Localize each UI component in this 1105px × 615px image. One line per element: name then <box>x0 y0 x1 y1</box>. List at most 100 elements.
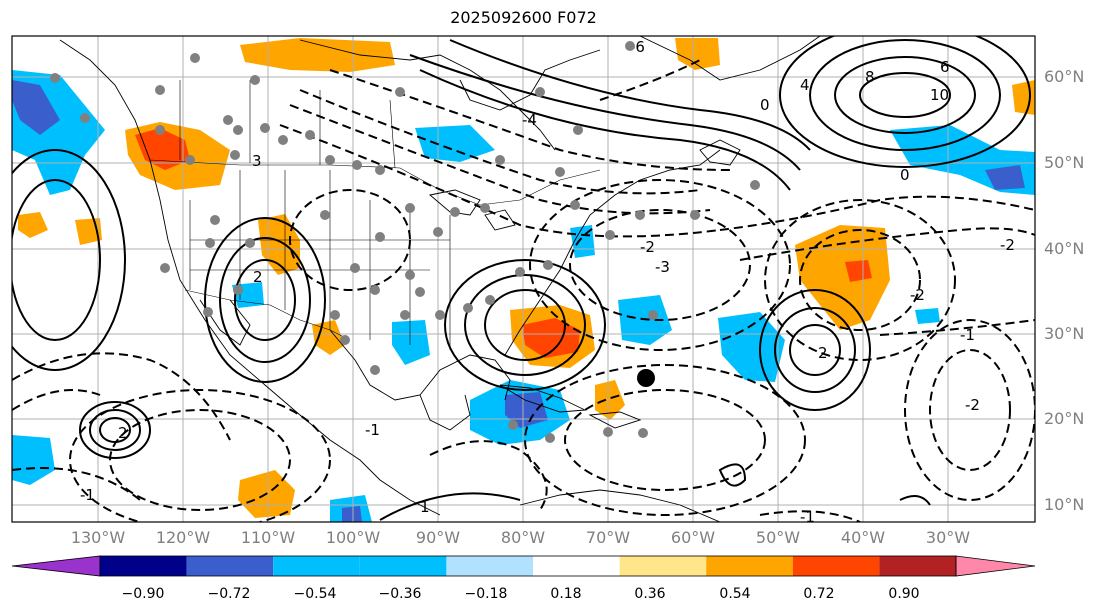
lon-label-90w: 90°W <box>415 528 461 547</box>
colorbar-bin <box>273 556 360 576</box>
borders <box>149 80 601 350</box>
observation-points <box>50 41 760 443</box>
coastline-hudson-region <box>459 49 601 111</box>
coastline-canada-north <box>299 39 556 151</box>
lat-label-20n: 20°N <box>1044 409 1085 428</box>
lon-label-130w: 130°W <box>70 528 126 547</box>
lon-label-80w: 80°W <box>500 528 546 547</box>
contour-label: -1 <box>960 326 975 344</box>
colorbar-bin <box>359 556 447 576</box>
lat-label-10n: 10°N <box>1044 495 1085 514</box>
colorbar-max-arrow <box>955 555 1036 577</box>
contour-label: -2 <box>965 396 980 414</box>
border-canada-provinces <box>179 80 396 169</box>
contour-label: 6 <box>940 58 950 76</box>
contour-label: -2 <box>1000 236 1015 254</box>
coastline-gulf-of-california <box>199 299 251 346</box>
contour-label: 2 <box>818 344 828 362</box>
anomaly-negative-region <box>342 506 362 522</box>
storm-marker <box>637 369 655 387</box>
anomaly-positive-region <box>595 380 625 420</box>
lon-label-70w: 70°W <box>585 528 631 547</box>
positive-contours <box>12 36 1031 521</box>
lat-label-30n: 30°N <box>1044 324 1085 343</box>
colorbar-tick-label: 0.54 <box>719 586 751 602</box>
colorbar-bin <box>100 556 187 576</box>
colorbar-bin <box>792 556 880 576</box>
contour-label: 2 <box>253 268 263 286</box>
anomaly-negative-region <box>915 308 940 324</box>
coastline-gulf-of-mexico <box>329 329 511 401</box>
map-frame <box>11 35 1036 523</box>
colorbar-tick-label: 0.18 <box>550 586 582 602</box>
colorbar-tick-label: 0.90 <box>888 586 920 602</box>
colorbar-tick-label: −0.36 <box>378 586 422 602</box>
anomaly-positive-region <box>845 260 872 282</box>
anomaly-negative-region <box>415 125 495 162</box>
coastline-yucatan <box>419 394 471 431</box>
coastline-cuba <box>499 384 587 413</box>
colorbar-bin <box>186 556 274 576</box>
anomaly-negative-region <box>985 165 1025 190</box>
coastline-greenland <box>639 36 821 81</box>
anomaly-negative-region <box>12 80 60 135</box>
contour-label: 1 <box>420 498 430 516</box>
contour-label: 0 <box>900 166 910 184</box>
anomaly-positive-region <box>1012 80 1035 115</box>
contour-label: -2 <box>910 286 925 304</box>
lat-label-50n: 50°N <box>1044 153 1085 172</box>
colorbar-bin <box>619 556 707 576</box>
contour-label: -2 <box>640 238 655 256</box>
lon-label-60w: 60°W <box>670 528 716 547</box>
contour-label: 8 <box>865 68 875 86</box>
contour-label: 10 <box>930 86 949 104</box>
coastline-newfoundland <box>699 139 741 166</box>
anomaly-positive-region <box>312 320 345 355</box>
lat-label-60n: 60°N <box>1044 67 1085 86</box>
contour-label: 4 <box>800 76 810 94</box>
coastline-great-lakes <box>429 189 516 231</box>
coastline-north-america-west <box>59 39 441 516</box>
contour-label: 3 <box>252 152 262 170</box>
contour-label: -1 <box>800 508 815 526</box>
colorbar <box>11 555 1036 577</box>
contour-labels: -6 -4 -3 -2 -1 0 1 2 3 4 6 8 10 -2 -1 -2… <box>80 38 1015 526</box>
colorbar-tick-label: −0.90 <box>121 586 165 602</box>
contour-label: 0 <box>760 96 770 114</box>
colorbar-min-arrow <box>11 555 101 577</box>
anomaly-positive-region <box>675 38 720 70</box>
coastline-south-america <box>519 489 721 522</box>
colorbar-tick-label: 0.36 <box>634 586 666 602</box>
colorbar-tick-label: 0.72 <box>803 586 835 602</box>
lon-label-100w: 100°W <box>325 528 381 547</box>
anomaly-positive-region <box>240 38 395 72</box>
anomaly-negative-region <box>570 225 595 258</box>
lon-label-30w: 30°W <box>925 528 971 547</box>
contour-label: -1 <box>80 486 95 504</box>
lat-label-40n: 40°N <box>1044 239 1085 258</box>
contour-label: -1 <box>365 421 380 439</box>
contour-label: -6 <box>630 38 645 56</box>
anomaly-positive-region <box>18 212 48 238</box>
negative-contours <box>12 59 1035 522</box>
border-us-mexico <box>184 289 351 341</box>
lon-label-120w: 120°W <box>155 528 211 547</box>
map-title: 2025092600 F072 <box>450 8 597 27</box>
contour-label: 2 <box>118 424 128 442</box>
lon-label-40w: 40°W <box>840 528 886 547</box>
anomaly-positive-region <box>795 225 890 330</box>
coastline-hispaniola <box>588 411 642 429</box>
colorbar-bin <box>446 556 533 576</box>
coastlines <box>59 36 821 522</box>
graticule <box>12 36 1035 522</box>
anomaly-negative-region <box>392 320 430 365</box>
lon-label-110w: 110°W <box>240 528 296 547</box>
colorbar-tick-label: −0.72 <box>207 586 251 602</box>
contour-label: -4 <box>522 111 537 129</box>
colorbar-bin <box>533 556 620 576</box>
anomaly-negative-region <box>12 435 55 485</box>
anomaly-negative-region <box>718 312 785 382</box>
contour-label: -3 <box>655 258 670 276</box>
colorbar-bin <box>706 556 793 576</box>
